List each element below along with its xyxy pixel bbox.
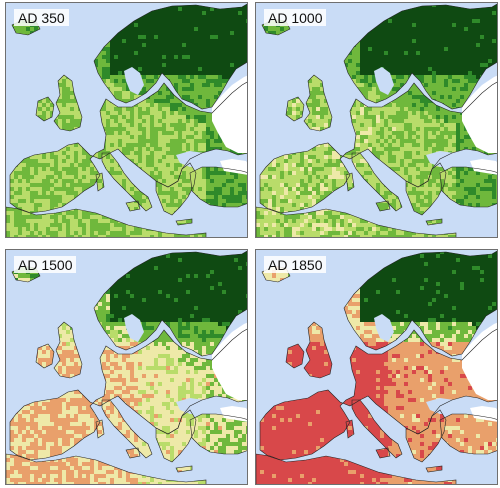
coastline <box>53 74 83 132</box>
coastline <box>425 465 443 473</box>
no-data-area <box>462 75 497 153</box>
europe-land-cover-map <box>256 250 497 484</box>
coastline <box>101 152 153 212</box>
coastline <box>6 206 207 237</box>
coastline <box>439 413 497 455</box>
inland-sea <box>426 398 462 414</box>
inland-sea <box>124 314 144 342</box>
coastline <box>425 218 443 226</box>
no-data-area <box>462 322 497 400</box>
coastline <box>95 172 105 192</box>
coastline <box>345 419 355 439</box>
coastline <box>303 74 333 132</box>
coastline <box>405 162 447 216</box>
panel-label: AD 1500 <box>14 256 77 273</box>
coastline <box>345 172 355 192</box>
map-panel-ad1850: AD 1850 <box>255 249 498 485</box>
europe-land-cover-map <box>6 250 247 484</box>
map-panel-ad1000: AD 1000 <box>255 2 498 238</box>
coastline <box>93 3 247 110</box>
coastline <box>256 206 457 237</box>
coastline <box>53 321 83 379</box>
coastline <box>175 218 193 226</box>
coastline <box>303 321 333 379</box>
coastline <box>175 465 193 473</box>
europe-land-cover-map <box>6 3 247 237</box>
no-data-area <box>212 322 247 400</box>
coastline <box>101 399 153 459</box>
inland-sea <box>426 151 462 167</box>
coastline <box>351 152 403 212</box>
coastline <box>285 343 305 369</box>
panel-label: AD 1000 <box>264 9 327 26</box>
no-data-area <box>212 75 247 153</box>
coastline <box>125 200 141 212</box>
inland-sea <box>374 314 394 342</box>
inland-sea <box>176 398 212 414</box>
coastline <box>95 419 105 439</box>
inland-sea <box>374 67 394 95</box>
coastline <box>189 413 247 455</box>
coastline <box>405 409 447 463</box>
europe-land-cover-map <box>256 3 497 237</box>
map-panel-ad1500: AD 1500 <box>5 249 248 485</box>
coastline <box>35 343 55 369</box>
coastline <box>343 250 497 357</box>
coastline <box>155 162 197 216</box>
panel-label: AD 1850 <box>264 256 327 273</box>
coastline <box>6 453 207 484</box>
coastline <box>439 166 497 208</box>
panel-label: AD 350 <box>14 9 69 26</box>
coastline <box>189 166 247 208</box>
inland-sea <box>176 151 212 167</box>
coastline <box>351 399 403 459</box>
coastline <box>343 3 497 110</box>
coastline <box>285 96 305 122</box>
map-panel-ad350: AD 350 <box>5 2 248 238</box>
coastline <box>93 250 247 357</box>
coastline <box>375 447 391 459</box>
coastline <box>35 96 55 122</box>
coastline <box>125 447 141 459</box>
coastline <box>155 409 197 463</box>
inland-sea <box>124 67 144 95</box>
coastline <box>375 200 391 212</box>
coastline <box>256 453 457 484</box>
